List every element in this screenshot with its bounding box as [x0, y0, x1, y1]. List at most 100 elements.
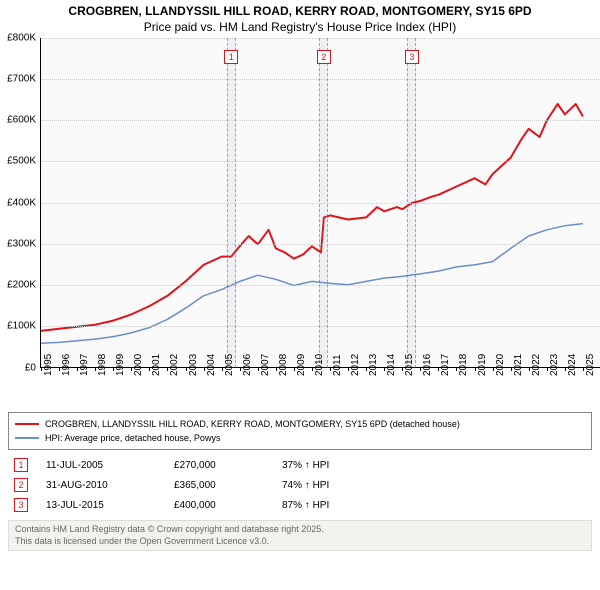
x-axis-label: 2019	[477, 353, 488, 375]
x-tick	[294, 367, 295, 371]
sale-band	[227, 38, 236, 368]
footer-line-1: Contains HM Land Registry data © Crown c…	[15, 524, 585, 535]
sale-band	[319, 38, 328, 368]
y-axis-label: £600K	[7, 115, 36, 126]
x-axis-label: 2008	[278, 353, 289, 375]
legend-label: HPI: Average price, detached house, Powy…	[45, 431, 220, 445]
legend-swatch	[15, 423, 39, 425]
x-tick	[493, 367, 494, 371]
y-axis-label: £700K	[7, 73, 36, 84]
x-axis-label: 2015	[404, 353, 415, 375]
series-line-property	[41, 104, 583, 331]
x-axis-label: 2023	[549, 353, 560, 375]
x-tick	[583, 367, 584, 371]
sale-date: 31-AUG-2010	[46, 480, 156, 491]
legend-label: CROGBREN, LLANDYSSIL HILL ROAD, KERRY RO…	[45, 417, 460, 431]
y-axis-label: £500K	[7, 156, 36, 167]
x-tick	[312, 367, 313, 371]
x-axis-label: 1997	[79, 353, 90, 375]
legend-row: CROGBREN, LLANDYSSIL HILL ROAD, KERRY RO…	[15, 417, 585, 431]
sale-row: 2 31-AUG-2010 £365,000 74% ↑ HPI	[0, 474, 600, 494]
x-tick	[547, 367, 548, 371]
x-axis-label: 2017	[440, 353, 451, 375]
x-tick	[529, 367, 530, 371]
x-axis-label: 2013	[368, 353, 379, 375]
x-axis-label: 2020	[495, 353, 506, 375]
x-axis-label: 2004	[206, 353, 217, 375]
x-tick	[348, 367, 349, 371]
x-tick	[511, 367, 512, 371]
footer-attribution: Contains HM Land Registry data © Crown c…	[8, 520, 592, 551]
legend-swatch	[15, 437, 39, 439]
x-axis-label: 2022	[531, 353, 542, 375]
sale-marker: 1	[224, 50, 238, 64]
x-tick	[222, 367, 223, 371]
sale-price: £270,000	[174, 460, 264, 471]
x-axis-label: 2018	[458, 353, 469, 375]
y-axis-label: £200K	[7, 280, 36, 291]
footer-line-2: This data is licensed under the Open Gov…	[15, 536, 585, 547]
x-tick	[59, 367, 60, 371]
x-axis-label: 2024	[567, 353, 578, 375]
x-axis-label: 2002	[169, 353, 180, 375]
sale-pct: 37% ↑ HPI	[282, 460, 329, 471]
x-axis-label: 1996	[61, 353, 72, 375]
x-tick	[41, 367, 42, 371]
sale-row-marker: 3	[14, 498, 28, 512]
x-tick	[77, 367, 78, 371]
x-axis-label: 2010	[314, 353, 325, 375]
x-axis-label: 2021	[513, 353, 524, 375]
chart-subtitle: Price paid vs. HM Land Registry's House …	[0, 20, 600, 38]
y-axis-label: £300K	[7, 238, 36, 249]
sale-pct: 74% ↑ HPI	[282, 480, 329, 491]
x-axis-label: 2025	[585, 353, 596, 375]
x-axis-label: 1998	[97, 353, 108, 375]
y-axis-label: £100K	[7, 321, 36, 332]
sale-date: 11-JUL-2005	[46, 460, 156, 471]
x-axis-label: 2003	[188, 353, 199, 375]
chart-area: 123 £0£100K£200K£300K£400K£500K£600K£700…	[40, 38, 600, 368]
sale-row-marker: 1	[14, 458, 28, 472]
x-tick	[186, 367, 187, 371]
x-axis-label: 2005	[224, 353, 235, 375]
page-root: CROGBREN, LLANDYSSIL HILL ROAD, KERRY RO…	[0, 0, 600, 590]
x-axis-label: 2001	[151, 353, 162, 375]
x-axis-label: 1995	[43, 353, 54, 375]
y-axis-label: £0	[25, 362, 36, 373]
x-tick	[475, 367, 476, 371]
y-axis-label: £400K	[7, 197, 36, 208]
chart-title: CROGBREN, LLANDYSSIL HILL ROAD, KERRY RO…	[0, 0, 600, 20]
x-tick	[276, 367, 277, 371]
x-axis-label: 2011	[332, 354, 343, 376]
legend-row: HPI: Average price, detached house, Powy…	[15, 431, 585, 445]
x-tick	[258, 367, 259, 371]
plot-region: 1 2 3	[40, 38, 600, 368]
x-axis-label: 2009	[296, 353, 307, 375]
legend: CROGBREN, LLANDYSSIL HILL ROAD, KERRY RO…	[8, 412, 592, 451]
x-tick	[366, 367, 367, 371]
series-line-hpi	[41, 223, 583, 343]
x-tick	[565, 367, 566, 371]
x-axis-label: 2000	[133, 353, 144, 375]
x-axis-label: 2006	[242, 353, 253, 375]
sale-price: £365,000	[174, 480, 264, 491]
sales-list: 1 11-JUL-2005 £270,000 37% ↑ HPI 2 31-AUG-201…	[0, 454, 600, 514]
sale-row: 1 11-JUL-2005 £270,000 37% ↑ HPI	[0, 454, 600, 474]
x-axis-label: 2016	[422, 353, 433, 375]
sale-price: £400,000	[174, 500, 264, 511]
x-tick	[204, 367, 205, 371]
sale-marker: 3	[405, 50, 419, 64]
sale-row-marker: 2	[14, 478, 28, 492]
x-axis-label: 2014	[386, 353, 397, 375]
x-tick	[330, 367, 331, 371]
sale-pct: 87% ↑ HPI	[282, 500, 329, 511]
x-tick	[240, 367, 241, 371]
x-axis-label: 2007	[260, 353, 271, 375]
sale-row: 3 13-JUL-2015 £400,000 87% ↑ HPI	[0, 494, 600, 514]
sale-marker: 2	[317, 50, 331, 64]
sale-band	[407, 38, 416, 368]
y-axis-label: £800K	[7, 32, 36, 43]
sale-date: 13-JUL-2015	[46, 500, 156, 511]
x-axis-label: 2012	[350, 353, 361, 375]
x-axis-label: 1999	[115, 353, 126, 375]
